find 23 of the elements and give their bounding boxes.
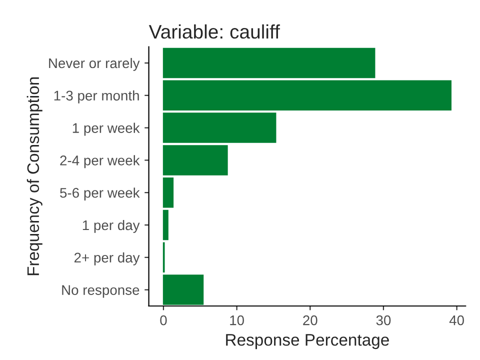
bar xyxy=(162,80,452,111)
bar xyxy=(162,145,228,176)
x-tick-label: 10 xyxy=(230,315,244,326)
y-tick-label: 1-3 per month xyxy=(54,90,139,104)
x-tick-label: 30 xyxy=(376,315,391,326)
y-tick-label: 1 per week xyxy=(72,122,140,136)
bar xyxy=(162,210,168,240)
bar xyxy=(162,274,204,305)
y-tick-label: 5-6 per week xyxy=(60,188,140,201)
y-tick-label: Never or rarely xyxy=(49,58,140,71)
bar xyxy=(162,48,376,78)
x-tick-label: 20 xyxy=(303,315,318,326)
bar xyxy=(162,112,276,143)
y-tick-label: No response xyxy=(62,285,140,298)
y-tick-label: 2-4 per week xyxy=(60,155,140,168)
x-tick-label: 40 xyxy=(449,315,464,326)
y-axis-title: Frequency of Consumption xyxy=(26,77,42,276)
y-tick-label: 2+ per day xyxy=(74,252,140,266)
chart-title: Variable: cauliff xyxy=(148,24,280,39)
x-tick-label: 0 xyxy=(160,315,167,326)
bar xyxy=(162,177,174,208)
y-tick-label: 1 per day xyxy=(82,220,140,233)
x-axis-title: Response Percentage xyxy=(226,334,389,350)
